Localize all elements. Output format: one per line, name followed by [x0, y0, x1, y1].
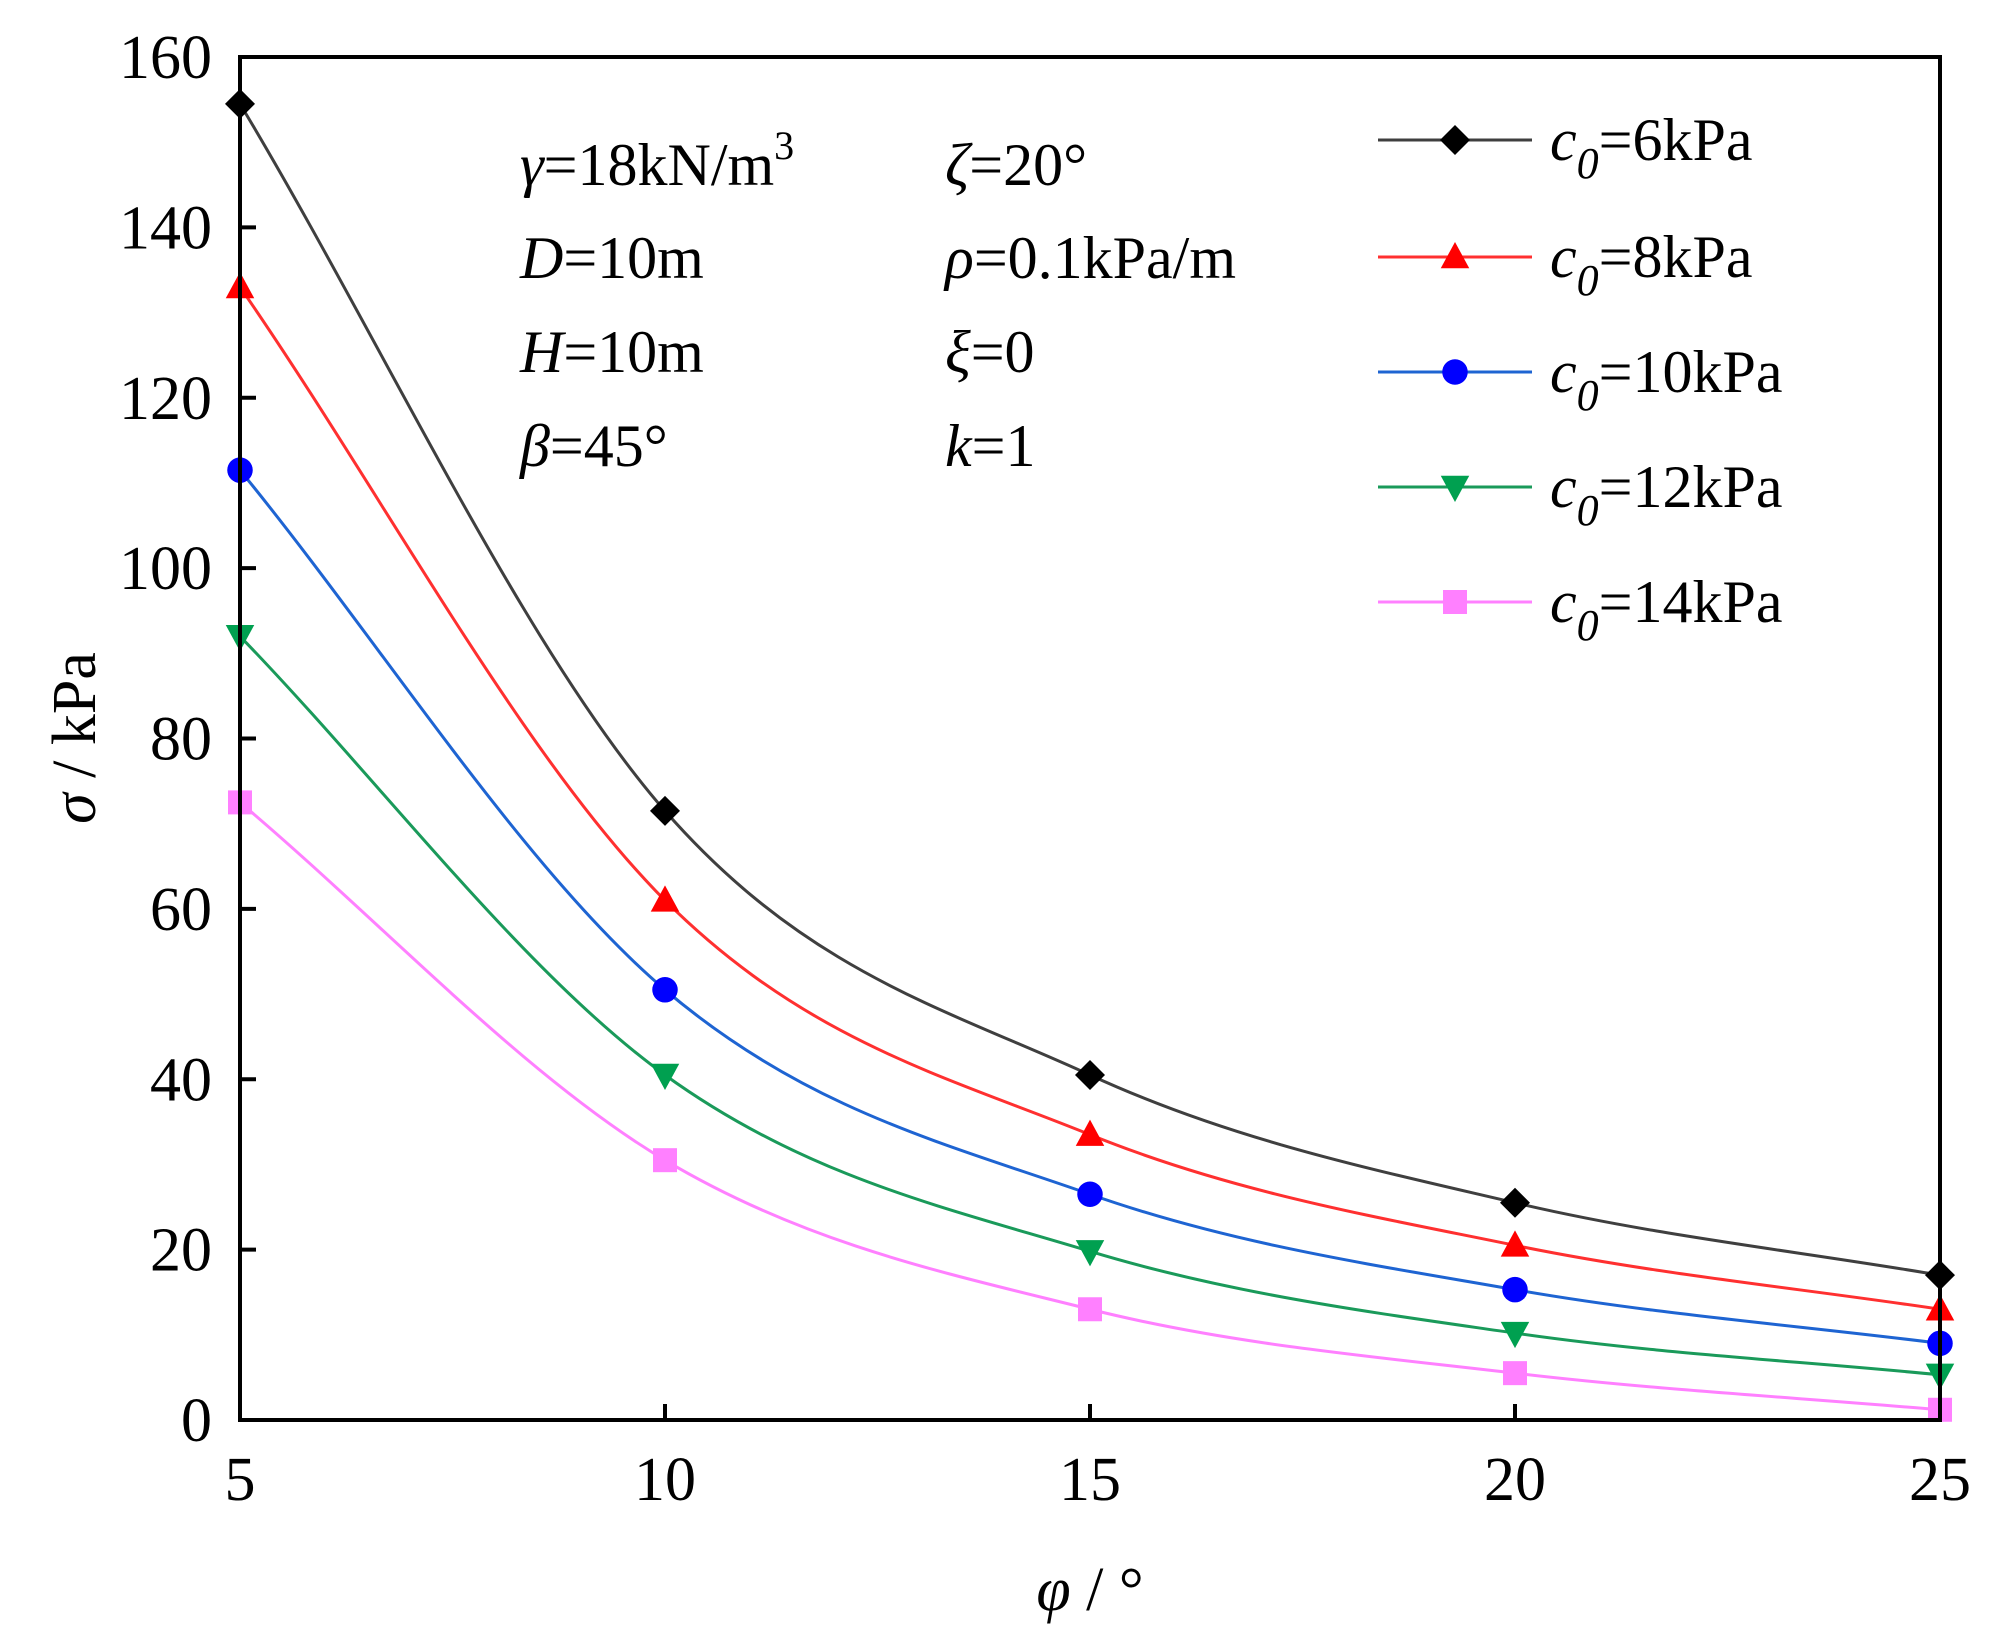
parameter-annotation: ρ=0.1kPa/m: [943, 225, 1236, 291]
legend-item: c0=10kPa: [1378, 339, 1782, 420]
series-line-0: [238, 103, 1941, 1277]
legend-label: c0=10kPa: [1550, 339, 1782, 420]
y-tick-label: 20: [150, 1217, 212, 1285]
series-line-3: [238, 635, 1941, 1377]
x-tick-label: 25: [1909, 1446, 1971, 1514]
y-tick-label: 100: [119, 535, 212, 603]
parameter-annotation: ζ=20°: [945, 132, 1087, 198]
parameter-annotation: γ=18kN/m3: [520, 123, 794, 198]
x-axis-title-unit: / °: [1071, 1556, 1144, 1624]
x-axis-ticks: 5 10 15 20 25: [225, 1404, 1971, 1514]
data-point: [1075, 1059, 1105, 1090]
y-axis-ticks: 0 20 40 60 80 100 120 140 160: [119, 24, 256, 1455]
legend-marker: [1442, 359, 1468, 385]
x-tick-label: 15: [1059, 1446, 1121, 1514]
data-point: [650, 1063, 680, 1090]
legend-item: c0=6kPa: [1378, 107, 1752, 188]
legend-label: c0=6kPa: [1550, 107, 1752, 188]
data-point: [1503, 1361, 1527, 1386]
series-line-1: [238, 286, 1941, 1311]
x-axis-title: φ / °: [1036, 1556, 1143, 1624]
x-tick-label: 10: [634, 1446, 696, 1514]
data-point: [1075, 1240, 1105, 1267]
y-tick-label: 40: [150, 1046, 212, 1114]
series-line-2: [238, 469, 1941, 1345]
data-point: [1075, 1119, 1105, 1146]
series-curves: [238, 103, 1941, 1412]
legend-label: c0=12kPa: [1550, 454, 1782, 535]
series-line-4: [239, 801, 1941, 1412]
data-point: [1500, 1230, 1530, 1257]
parameter-annotations: γ=18kN/m3 ζ=20° D=10m ρ=0.1kPa/m H=10m ξ=0 β=4…: [519, 123, 1236, 479]
legend: c0=6kPa c0=8kPa c0=10kPa c0=12kPa c0=14kPa: [1378, 107, 1782, 650]
y-tick-label: 140: [119, 194, 212, 262]
parameter-annotation: β=45°: [519, 413, 668, 479]
legend-label: c0=14kPa: [1550, 569, 1782, 650]
legend-marker: [1440, 242, 1470, 269]
y-tick-label: 120: [119, 365, 212, 433]
data-point: [1500, 1321, 1530, 1349]
x-tick-label: 20: [1484, 1446, 1546, 1514]
legend-item: c0=14kPa: [1378, 569, 1782, 650]
series-markers: [225, 88, 1955, 1422]
data-point: [1502, 1276, 1528, 1303]
data-point: [1078, 1297, 1102, 1322]
y-tick-label: 160: [119, 24, 212, 92]
data-point: [653, 1148, 677, 1173]
data-point: [1077, 1181, 1103, 1208]
data-point: [650, 885, 680, 912]
parameter-annotation: ξ=0: [945, 319, 1035, 385]
x-tick-label: 5: [225, 1446, 256, 1514]
y-axis-title-var: σ: [41, 791, 109, 824]
legend-marker: [1443, 590, 1467, 614]
y-tick-label: 80: [150, 706, 212, 774]
legend-label: c0=8kPa: [1550, 224, 1752, 305]
data-point: [650, 795, 680, 826]
legend-marker: [1440, 475, 1470, 502]
y-axis-title: σ / kPa: [41, 652, 109, 824]
legend-item: c0=12kPa: [1378, 454, 1782, 535]
y-tick-label: 60: [150, 876, 212, 944]
parameter-annotation: H=10m: [519, 319, 704, 385]
y-tick-label: 0: [181, 1387, 212, 1455]
legend-item: c0=8kPa: [1378, 224, 1752, 305]
x-axis-title-var: φ: [1036, 1556, 1070, 1624]
parameter-annotation: k=1: [945, 413, 1035, 479]
y-axis-title-unit: / kPa: [41, 652, 109, 793]
parameter-annotation: D=10m: [519, 225, 704, 291]
legend-marker: [1440, 125, 1470, 155]
data-point: [1500, 1187, 1530, 1218]
data-point: [652, 977, 678, 1003]
